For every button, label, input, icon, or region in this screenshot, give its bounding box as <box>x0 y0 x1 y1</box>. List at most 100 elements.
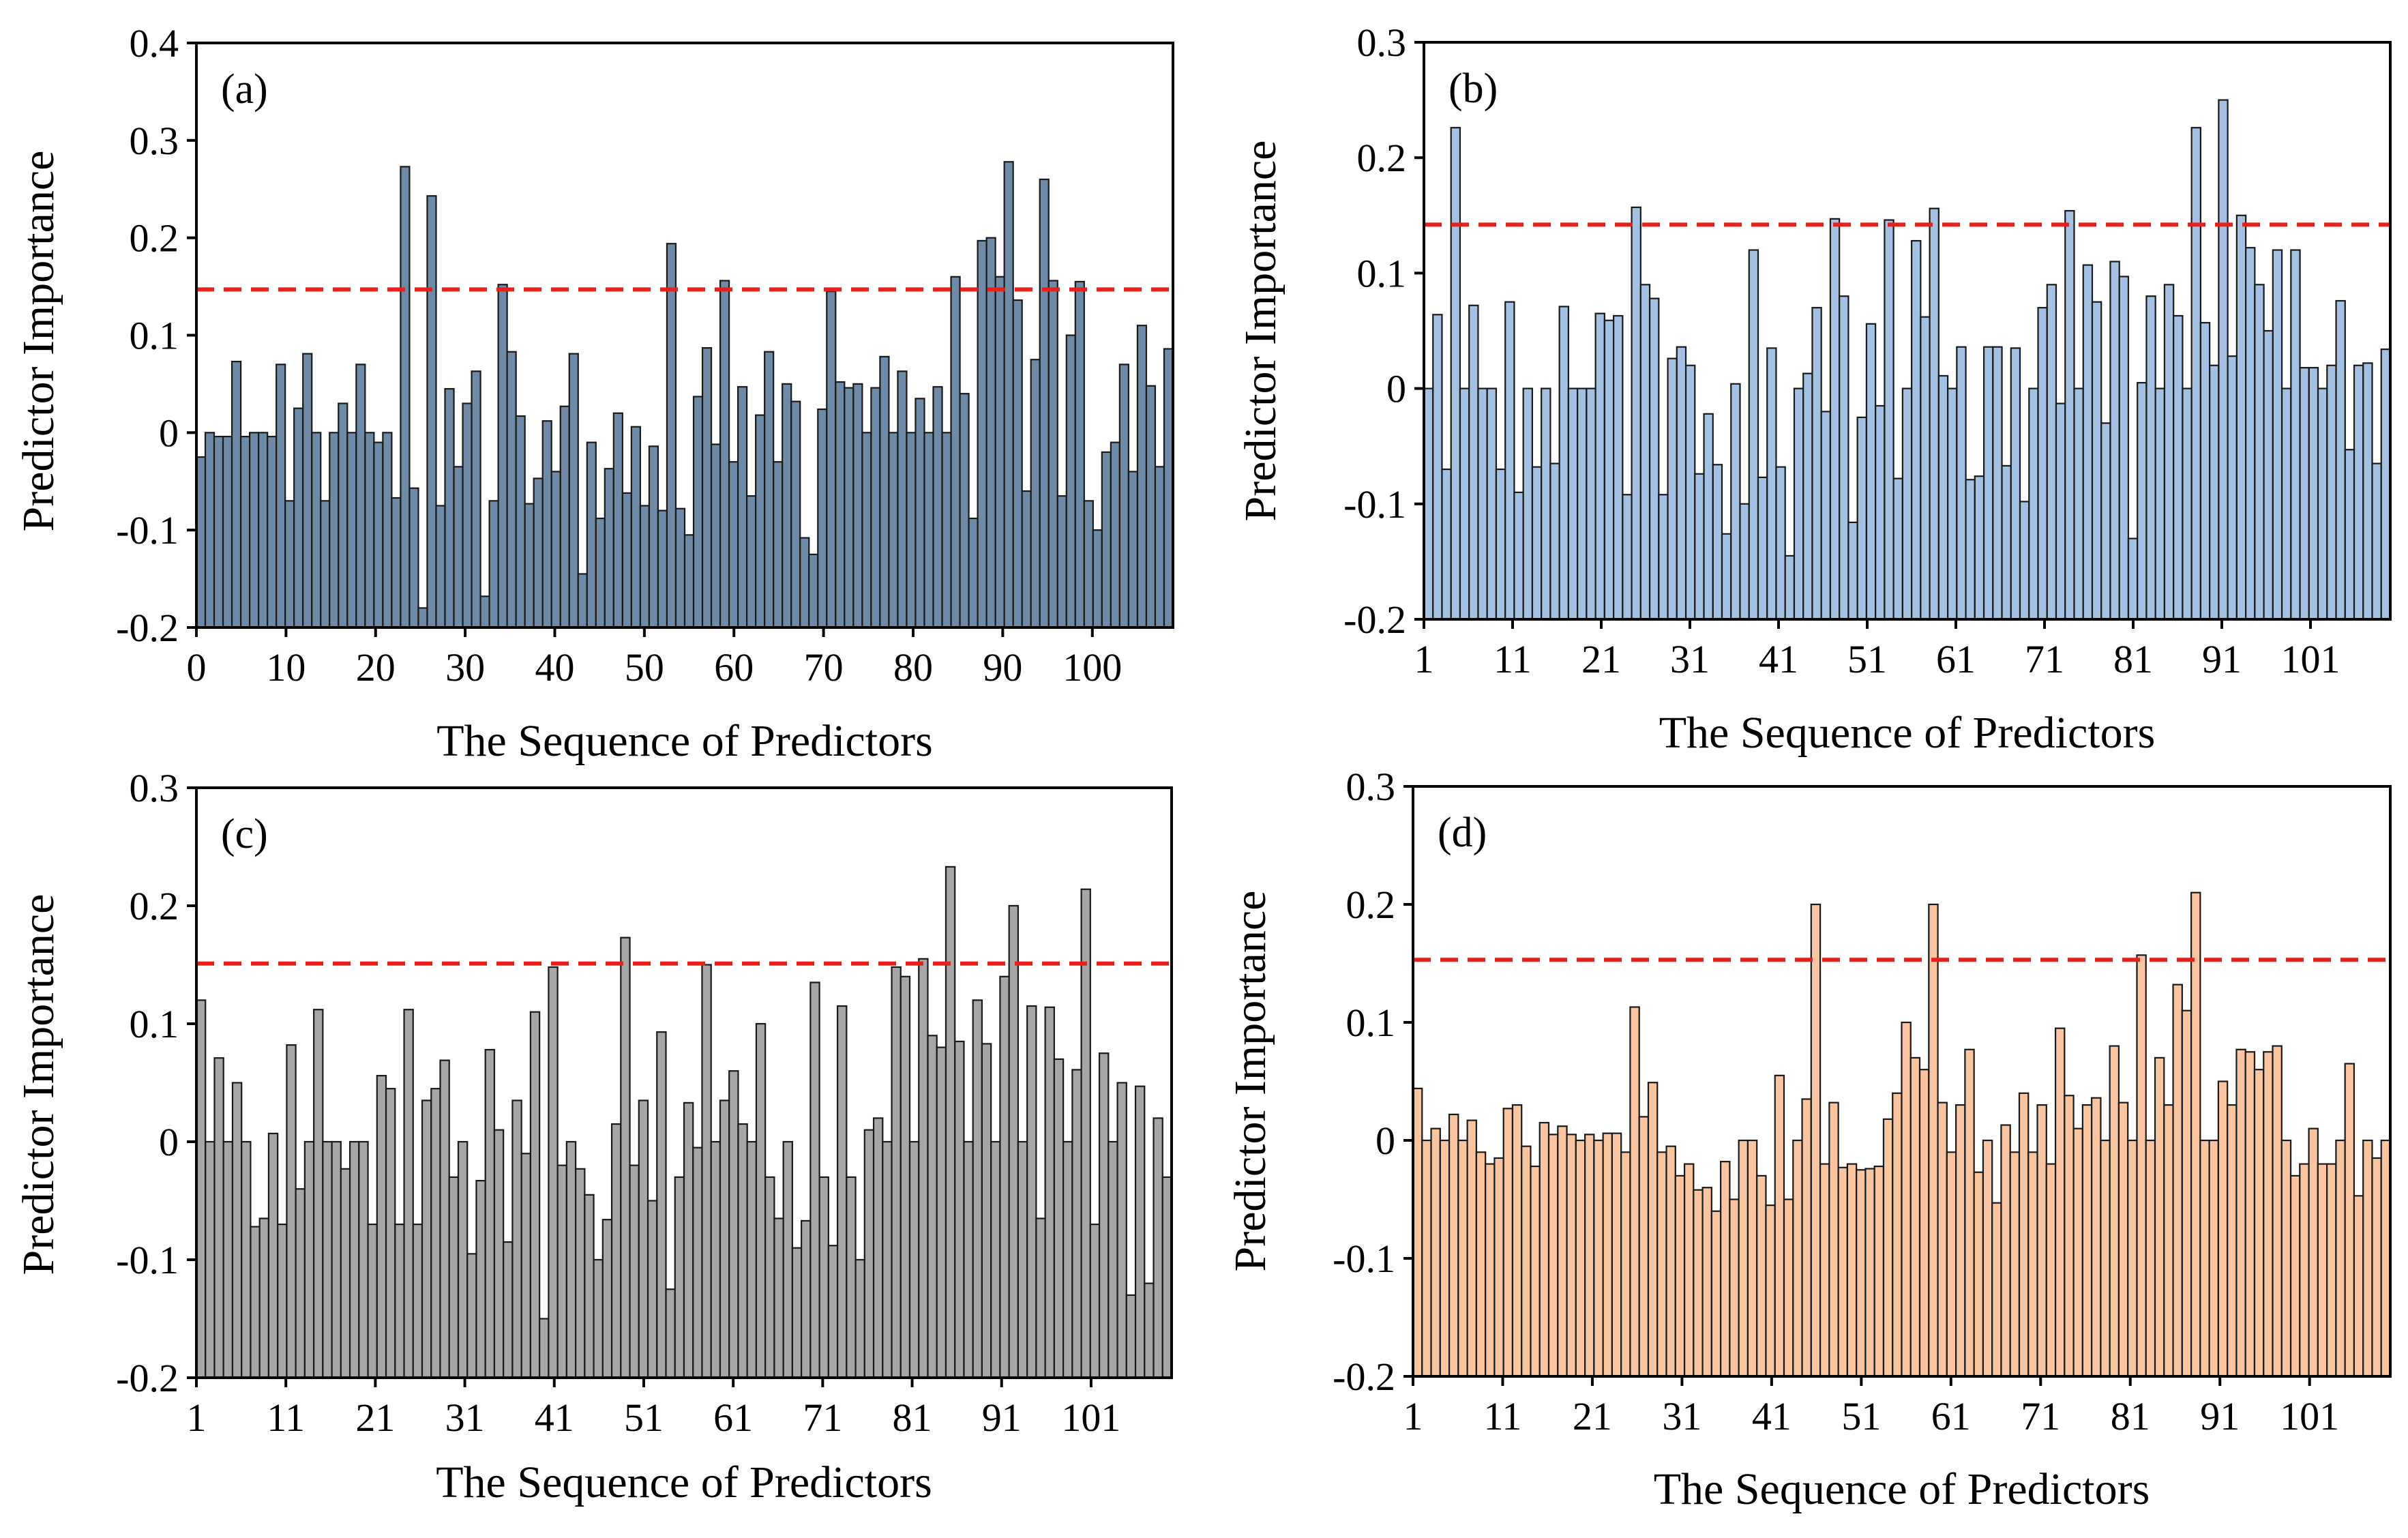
y-tick-label: -0.2 <box>1343 597 1406 642</box>
bar <box>1026 1005 1037 1379</box>
bar <box>2326 1163 2337 1378</box>
bar <box>2227 355 2238 621</box>
bar <box>950 276 961 629</box>
bar <box>2100 422 2111 621</box>
bar <box>870 387 881 629</box>
bar <box>2235 214 2247 621</box>
bar <box>879 355 890 629</box>
bar <box>728 1070 739 1379</box>
bar <box>836 1005 848 1379</box>
bars <box>195 161 1174 629</box>
bar <box>322 1140 333 1379</box>
bar <box>1783 1198 1794 1378</box>
bar <box>782 383 792 629</box>
x-tick-label: 61 <box>1931 1394 1971 1438</box>
bar <box>213 435 224 629</box>
bar <box>1062 1140 1073 1379</box>
x-tick-label: 81 <box>893 1395 932 1440</box>
bar <box>827 1245 839 1379</box>
bar <box>2055 402 2066 621</box>
bar <box>2046 284 2057 621</box>
bar <box>2299 1163 2310 1378</box>
bar <box>1693 1189 1704 1378</box>
x-tick-label: 10 <box>266 645 306 690</box>
bar <box>529 1011 541 1379</box>
bar <box>1475 1151 1487 1378</box>
bar <box>710 443 722 629</box>
bar <box>1047 280 1058 629</box>
bar <box>656 1031 667 1379</box>
bar <box>1839 295 1849 621</box>
bar <box>981 1043 992 1379</box>
bar <box>515 415 526 629</box>
bar <box>2263 1051 2274 1378</box>
bar <box>2371 462 2382 621</box>
bar <box>1044 1006 1055 1379</box>
y-tick-label: -0.2 <box>1333 1355 1395 1399</box>
bar <box>313 1009 324 1379</box>
bar <box>249 432 260 629</box>
bar <box>612 412 623 629</box>
y-tick-label: -0.1 <box>116 508 179 552</box>
bar <box>385 1088 396 1379</box>
y-tick-label: 0.1 <box>130 1002 179 1046</box>
bar <box>439 1059 450 1379</box>
bar <box>524 503 535 629</box>
y-tick-label: -0.1 <box>116 1238 179 1282</box>
bar <box>985 237 996 629</box>
bar <box>2217 1080 2229 1378</box>
bar <box>548 966 559 1379</box>
bar <box>1712 464 1723 621</box>
x-tick-label: 41 <box>535 1395 574 1440</box>
bar <box>1828 1101 1839 1378</box>
bar <box>872 1117 884 1379</box>
bar <box>1703 413 1714 621</box>
bar <box>511 1099 522 1379</box>
bar <box>1873 1165 1885 1378</box>
bar <box>701 964 712 1379</box>
y-tick-label: 0.2 <box>1357 136 1407 180</box>
bar <box>1620 1151 1631 1378</box>
bar <box>412 1223 423 1379</box>
bar <box>444 387 455 629</box>
bar <box>2289 1174 2301 1378</box>
bar <box>861 432 872 629</box>
bar <box>808 553 819 629</box>
bar <box>963 1140 974 1379</box>
bar <box>497 284 508 629</box>
bar <box>2037 307 2048 621</box>
bar <box>683 534 695 629</box>
bar <box>320 500 331 629</box>
bar <box>1710 1210 1722 1378</box>
bar <box>2109 1045 2120 1378</box>
bar <box>277 1223 288 1379</box>
bar <box>1909 1056 1921 1378</box>
bar <box>719 280 730 629</box>
bar <box>764 351 775 629</box>
bar <box>674 507 686 629</box>
bar <box>994 276 1005 629</box>
bar <box>2163 284 2175 621</box>
bar <box>1432 314 1443 621</box>
bar <box>520 1153 532 1379</box>
bar <box>1017 1140 1028 1379</box>
bar <box>426 195 437 629</box>
bar <box>295 1188 306 1379</box>
bar <box>1003 161 1014 629</box>
bar <box>1144 1282 1155 1379</box>
bar <box>2245 247 2256 621</box>
bar <box>1802 372 1813 621</box>
bar <box>1667 357 1678 621</box>
bar <box>373 441 384 629</box>
bar <box>945 866 956 1379</box>
bar <box>1065 334 1076 629</box>
bar <box>2263 329 2274 621</box>
bar <box>773 1217 784 1379</box>
bar <box>764 1176 775 1379</box>
bar <box>1837 1166 1848 1378</box>
bar <box>2199 322 2211 621</box>
bar <box>941 432 952 629</box>
bar <box>2326 364 2337 621</box>
bar <box>710 1140 722 1379</box>
bar <box>918 958 929 1379</box>
